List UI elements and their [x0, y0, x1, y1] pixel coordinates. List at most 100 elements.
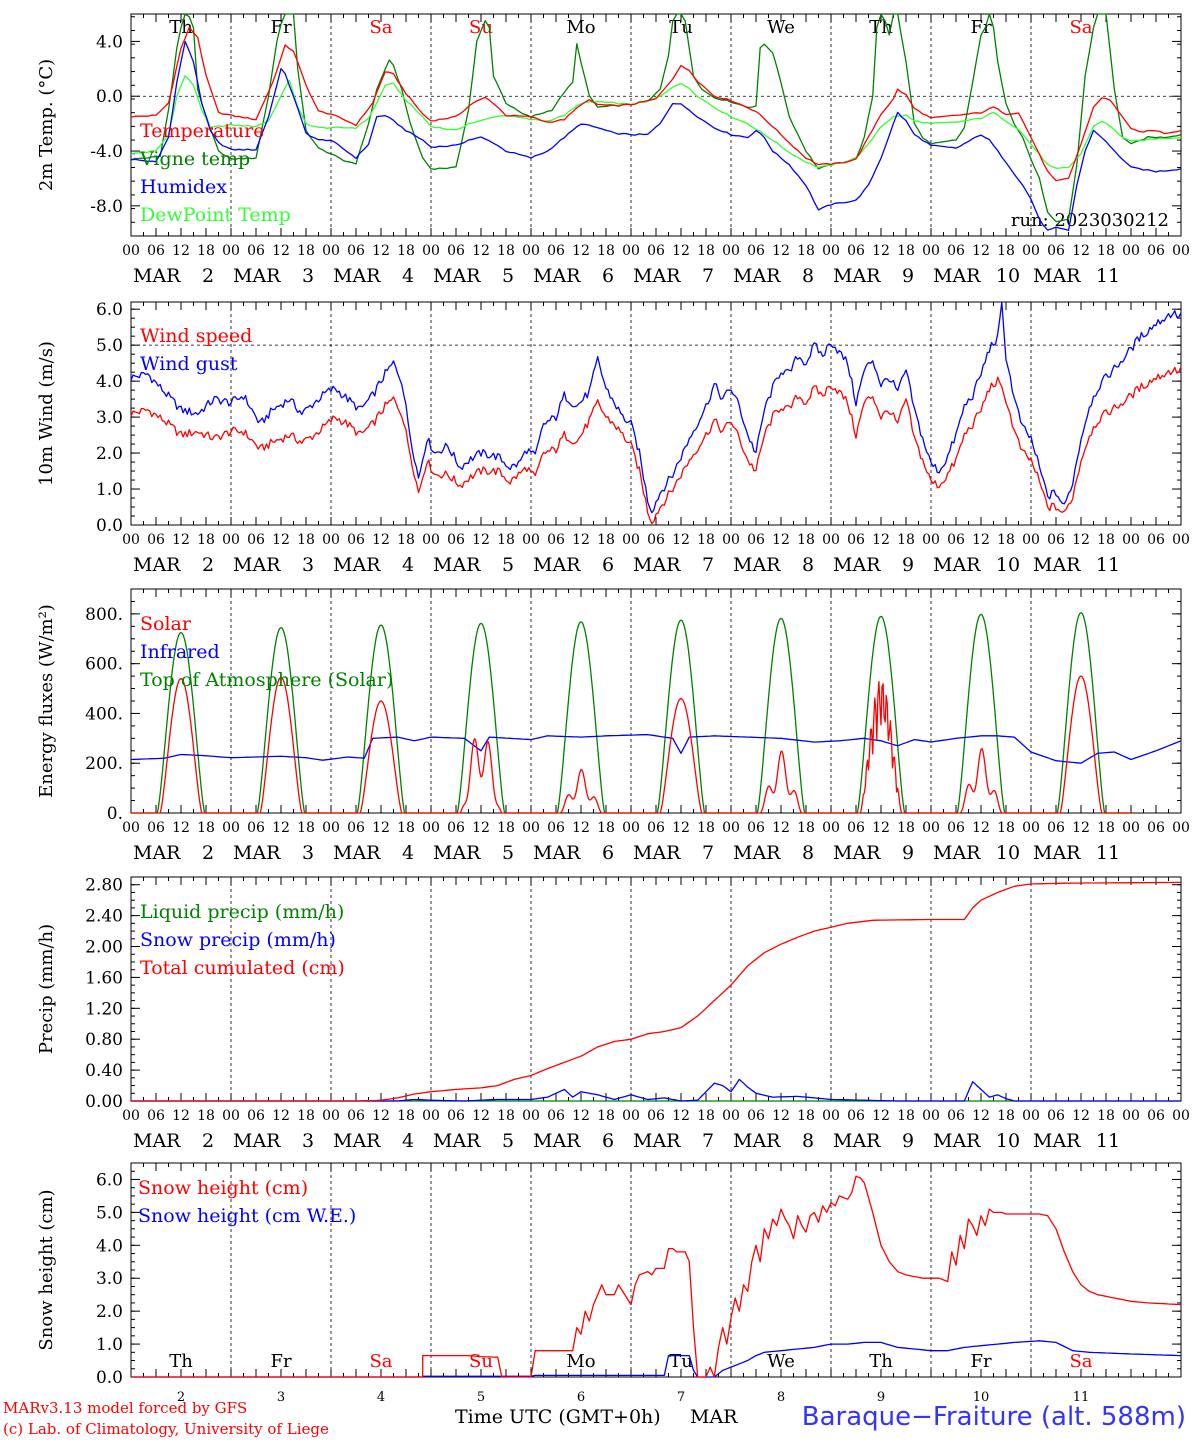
x-hour-label: 00: [1122, 820, 1140, 836]
y-tick-label: 5.0: [96, 336, 123, 356]
x-hour-label: 00: [322, 243, 340, 259]
x-hour-label: 00: [122, 243, 140, 259]
day-of-week-label: Fr: [270, 17, 291, 38]
x-date-label: 7: [702, 265, 714, 287]
x-month-label: MAR: [833, 842, 881, 864]
x-hour-label: 00: [622, 820, 640, 836]
x-hour-label: 12: [772, 1108, 790, 1124]
x-month-label: MAR: [533, 1130, 581, 1152]
x-month-label: MAR: [733, 842, 781, 864]
x-date-label: 3: [302, 842, 314, 864]
y-axis-label: 10m Wind (m/s): [36, 341, 57, 486]
x-date-label: 11: [1073, 1390, 1090, 1405]
x-hour-label: 06: [647, 820, 665, 836]
x-hour-label: 12: [772, 820, 790, 836]
legend-entry: Wind speed: [140, 325, 252, 347]
x-hour-label: 06: [647, 243, 665, 259]
x-hour-label: 12: [672, 243, 690, 259]
x-hour-label: 06: [747, 532, 765, 548]
x-date-label: 3: [302, 554, 314, 576]
x-hour-label: 18: [897, 1108, 915, 1124]
x-month-label: MAR: [833, 1130, 881, 1152]
x-hour-label: 00: [1022, 532, 1040, 548]
legend-entry: Total cumulated (cm): [140, 957, 345, 979]
y-tick-label: 3.0: [96, 1269, 123, 1289]
series-line: [130, 733, 1182, 764]
x-hour-label: 06: [747, 1108, 765, 1124]
x-hour-label: 12: [372, 820, 390, 836]
y-tick-label: 0.00: [85, 1092, 123, 1112]
x-month-label: MAR: [133, 842, 181, 864]
x-hour-label: 18: [497, 820, 515, 836]
x-hour-label: 18: [697, 820, 715, 836]
series-line: [130, 26, 1182, 182]
series-line: [131, 881, 1181, 1102]
x-hour-label: 06: [947, 243, 965, 259]
x-month-label: MAR: [733, 1130, 781, 1152]
x-hour-label: 18: [697, 243, 715, 259]
y-tick-label: 2.0: [96, 444, 123, 464]
x-hour-label: 12: [472, 1108, 490, 1124]
y-tick-label: 4.0: [96, 372, 123, 392]
x-hour-label: 06: [1147, 243, 1165, 259]
y-tick-label: 4.0: [96, 32, 123, 52]
x-date-label: 4: [402, 1130, 414, 1152]
x-hour-label: 06: [347, 820, 365, 836]
day-of-week-label: Tu: [669, 1351, 693, 1372]
x-hour-label: 00: [1122, 532, 1140, 548]
lab-credit: (c) Lab. of Climatology, University of L…: [3, 1420, 329, 1438]
x-date-label: 6: [602, 1130, 614, 1152]
x-hour-label: 12: [572, 532, 590, 548]
x-date-label: 11: [1096, 1130, 1120, 1152]
x-hour-label: 00: [322, 1108, 340, 1124]
x-date-label: 4: [402, 554, 414, 576]
x-hour-label: 18: [297, 1108, 315, 1124]
y-tick-label: -8.0: [90, 197, 123, 217]
y-axis-label: 2m Temp. (°C): [36, 59, 57, 191]
x-hour-label: 00: [722, 243, 740, 259]
x-hour-label: 00: [122, 532, 140, 548]
y-tick-label: 0.0: [96, 87, 123, 107]
x-date-label: 3: [302, 1130, 314, 1152]
y-tick-label: 400.: [85, 704, 123, 724]
legend-entry: Humidex: [140, 176, 227, 198]
day-of-week-label: We: [767, 1351, 795, 1372]
y-tick-label: 600.: [85, 655, 123, 675]
x-month-label: MAR: [333, 1130, 381, 1152]
legend-entry: Infrared: [140, 641, 220, 663]
x-hour-label: 12: [172, 243, 190, 259]
x-hour-label: 06: [1047, 532, 1065, 548]
x-hour-label: 00: [1022, 1108, 1040, 1124]
x-hour-label: 06: [147, 532, 165, 548]
x-hour-label: 06: [447, 1108, 465, 1124]
x-hour-label: 12: [1072, 820, 1090, 836]
x-date-label: 2: [202, 1130, 214, 1152]
x-hour-label: 18: [997, 1108, 1015, 1124]
x-hour-label: 06: [147, 820, 165, 836]
y-tick-label: 0.0: [96, 1368, 123, 1388]
y-tick-label: 2.40: [85, 907, 123, 927]
y-tick-label: 0.80: [85, 1030, 123, 1050]
x-hour-label: 06: [247, 820, 265, 836]
x-hour-label: 00: [722, 820, 740, 836]
x-hour-label: 00: [122, 820, 140, 836]
x-date-label: 5: [502, 554, 514, 576]
x-hour-label: 18: [897, 820, 915, 836]
x-date-label: 6: [602, 554, 614, 576]
x-hour-label: 12: [1072, 532, 1090, 548]
x-hour-label: 18: [197, 820, 215, 836]
x-month-label: MAR: [733, 265, 781, 287]
x-hour-label: 00: [422, 820, 440, 836]
x-hour-label: 06: [147, 1108, 165, 1124]
series-line: [130, 40, 1182, 232]
x-hour-label: 06: [547, 243, 565, 259]
x-hour-label: 12: [172, 820, 190, 836]
x-hour-label: 12: [672, 532, 690, 548]
x-date-label: 2: [202, 554, 214, 576]
x-date-label: 7: [702, 554, 714, 576]
x-date-label: 6: [577, 1390, 585, 1405]
x-month-label: MAR: [1033, 842, 1081, 864]
x-hour-label: 12: [872, 532, 890, 548]
x-hour-label: 12: [272, 243, 290, 259]
x-hour-label: 06: [547, 820, 565, 836]
